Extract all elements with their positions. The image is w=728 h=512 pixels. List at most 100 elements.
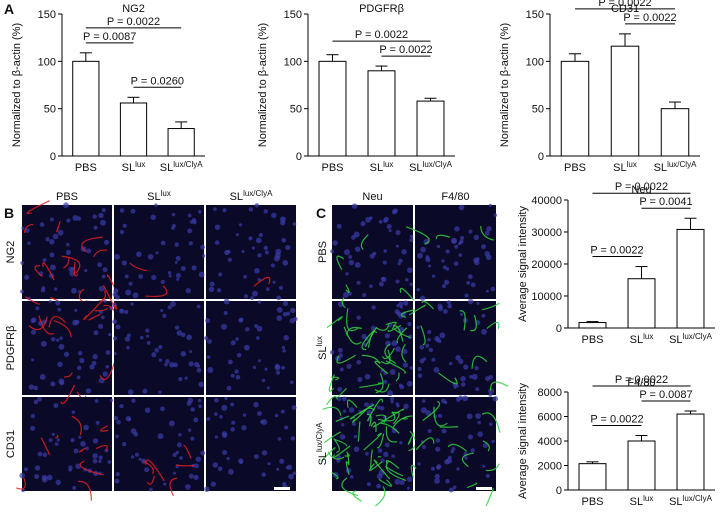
nucleus xyxy=(384,333,390,339)
nucleus xyxy=(128,281,133,286)
nucleus xyxy=(436,244,441,249)
nucleus xyxy=(57,307,62,312)
stain xyxy=(368,461,383,472)
nucleus xyxy=(239,317,244,322)
y-tick-label: 150 xyxy=(38,9,56,21)
column-label: Neu xyxy=(362,191,382,203)
chart-title: PDGFRβ xyxy=(359,3,404,15)
x-tick-label: SLlux/ClyA xyxy=(669,494,712,509)
micrograph xyxy=(113,397,206,497)
nucleus xyxy=(273,255,280,262)
nucleus xyxy=(132,292,139,299)
nucleus xyxy=(98,212,104,219)
nucleus xyxy=(165,359,170,364)
nucleus xyxy=(115,434,119,439)
nucleus xyxy=(276,307,283,313)
nucleus xyxy=(168,420,175,427)
stain xyxy=(359,382,383,389)
nucleus xyxy=(186,334,192,341)
micrograph xyxy=(408,298,509,397)
nucleus xyxy=(63,202,69,209)
stain xyxy=(40,437,51,456)
nucleus xyxy=(442,265,447,270)
column-label-sup: lux/ClyA xyxy=(243,189,273,198)
nucleus xyxy=(94,399,99,403)
stain xyxy=(361,354,381,364)
stain xyxy=(25,296,41,305)
nucleus xyxy=(471,373,478,380)
nucleus xyxy=(174,325,180,330)
nucleus xyxy=(493,213,498,217)
y-tick-label: 0 xyxy=(556,485,562,497)
bar xyxy=(610,45,640,157)
y-tick-label: 50 xyxy=(290,104,302,116)
nucleus xyxy=(53,403,59,409)
nucleus xyxy=(448,487,454,493)
x-tick-label: SLlux xyxy=(370,160,394,175)
x-tick-label: PBS xyxy=(75,162,97,174)
nucleus xyxy=(451,238,457,244)
nucleus xyxy=(108,333,112,337)
nucleus xyxy=(197,398,202,403)
nucleus xyxy=(441,398,446,404)
nucleus xyxy=(420,407,427,414)
nucleus xyxy=(180,351,187,357)
nucleus xyxy=(453,261,459,267)
nucleus xyxy=(214,435,219,439)
nucleus xyxy=(241,249,245,254)
nucleus xyxy=(492,396,499,402)
nucleus xyxy=(477,431,483,437)
nucleus xyxy=(285,245,291,251)
micrograph xyxy=(410,395,501,507)
nucleus xyxy=(216,288,222,293)
nucleus xyxy=(51,432,55,437)
nucleus xyxy=(281,237,287,243)
nucleus xyxy=(214,224,221,230)
nucleus xyxy=(188,473,194,479)
nucleus xyxy=(119,308,123,312)
nucleus xyxy=(42,452,48,458)
stain xyxy=(71,415,82,436)
row-label-sup: lux xyxy=(315,336,324,346)
nucleus xyxy=(105,350,111,355)
column-label-sup: lux xyxy=(161,189,171,198)
nucleus xyxy=(24,467,28,472)
nucleus xyxy=(441,428,447,434)
nucleus xyxy=(464,456,468,460)
x-tick-label-main: SL xyxy=(669,496,682,508)
nucleus xyxy=(292,471,297,475)
nucleus xyxy=(467,274,473,280)
nucleus xyxy=(167,271,172,275)
nucleus xyxy=(243,294,249,299)
bar xyxy=(119,102,148,157)
nucleus xyxy=(386,223,392,230)
nucleus xyxy=(178,377,183,382)
bar xyxy=(416,100,445,157)
bar xyxy=(367,70,396,157)
stain xyxy=(79,460,104,476)
nucleus xyxy=(396,404,400,408)
nucleus xyxy=(243,344,250,351)
nucleus xyxy=(119,403,124,409)
nucleus xyxy=(124,309,129,315)
nucleus xyxy=(281,345,286,350)
nucleus xyxy=(207,339,212,344)
nucleus xyxy=(198,381,204,388)
nucleus xyxy=(406,380,413,387)
nucleus xyxy=(485,289,489,293)
nucleus xyxy=(79,357,85,364)
stain xyxy=(331,471,339,480)
nucleus xyxy=(48,438,53,443)
nucleus xyxy=(230,340,236,346)
nucleus xyxy=(282,259,289,266)
micrograph xyxy=(20,200,118,315)
nucleus xyxy=(372,251,377,256)
micrograph xyxy=(112,203,206,300)
nucleus xyxy=(459,235,465,241)
nucleus xyxy=(285,466,290,470)
nucleus xyxy=(91,360,97,366)
x-tick-label-main: SL xyxy=(630,496,643,508)
nucleus xyxy=(365,216,371,223)
row-label: SLlux/ClyA xyxy=(315,422,330,465)
nucleus xyxy=(122,223,127,228)
